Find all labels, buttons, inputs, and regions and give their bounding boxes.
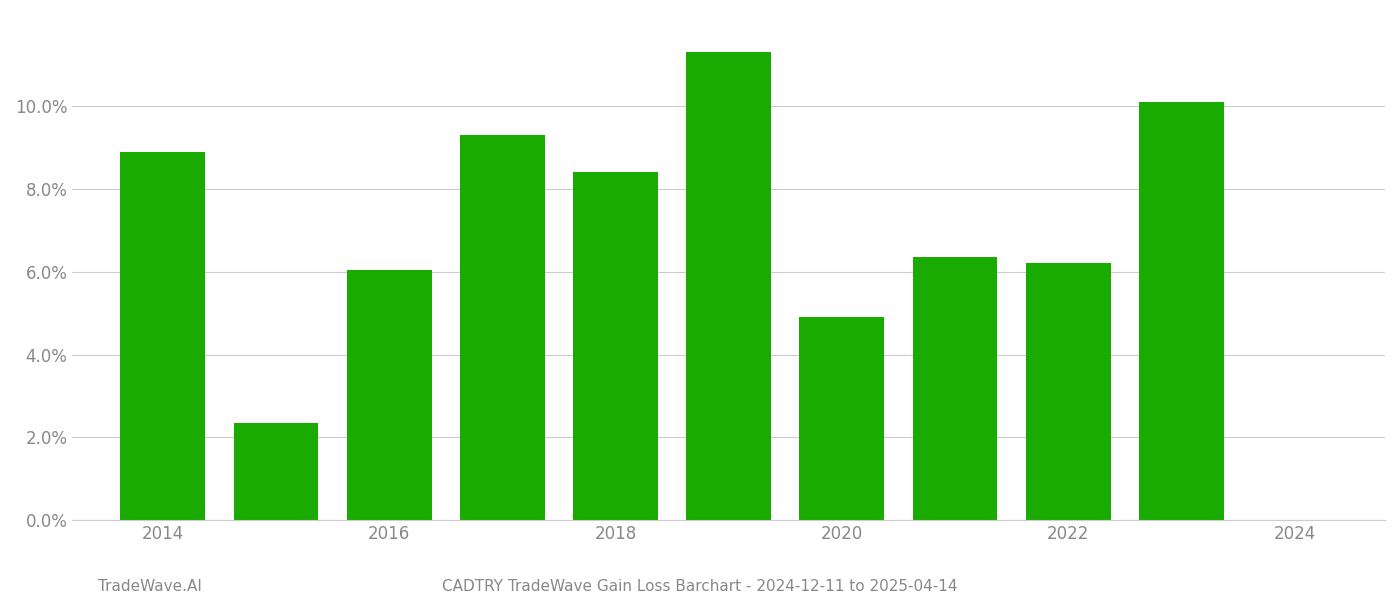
- Bar: [913, 257, 997, 520]
- Bar: [347, 269, 431, 520]
- Bar: [799, 317, 885, 520]
- Bar: [234, 423, 318, 520]
- Bar: [686, 52, 771, 520]
- Text: TradeWave.AI: TradeWave.AI: [98, 579, 202, 594]
- Bar: [1138, 102, 1224, 520]
- Bar: [120, 152, 206, 520]
- Bar: [461, 135, 545, 520]
- Bar: [1026, 263, 1110, 520]
- Bar: [573, 172, 658, 520]
- Text: CADTRY TradeWave Gain Loss Barchart - 2024-12-11 to 2025-04-14: CADTRY TradeWave Gain Loss Barchart - 20…: [442, 579, 958, 594]
